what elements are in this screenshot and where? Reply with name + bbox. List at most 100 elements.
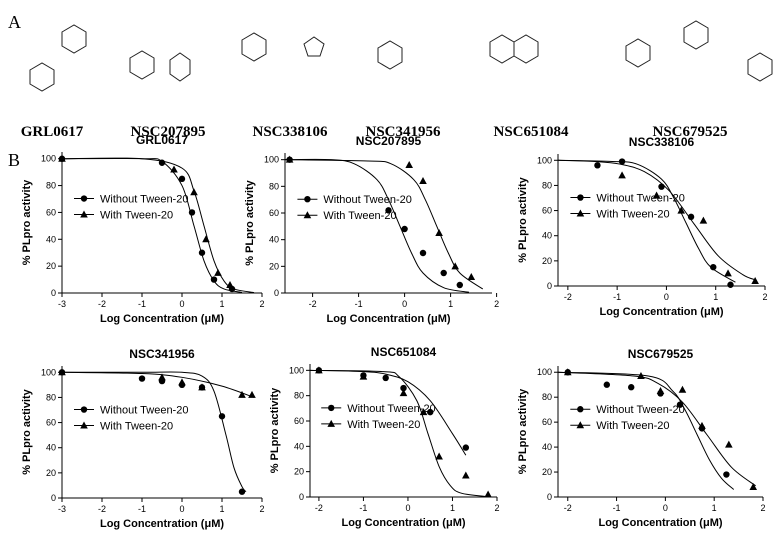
compound-name: NSC338106 — [252, 124, 328, 140]
circle-marker — [618, 158, 626, 165]
circle-marker — [178, 175, 186, 183]
circle-marker — [628, 384, 635, 391]
y-axis-label: % PLpro activity — [517, 176, 529, 262]
x-tick-label: -2 — [315, 503, 323, 513]
chart-title: NSC338106 — [629, 135, 695, 149]
y-tick-label: 60 — [542, 417, 552, 427]
y-tick-label: 100 — [264, 155, 279, 165]
triangle-marker — [652, 191, 661, 199]
x-tick-label: 2 — [259, 299, 264, 309]
circle-marker — [218, 413, 226, 420]
fit-curve — [557, 159, 736, 283]
x-tick-label: -2 — [309, 299, 317, 309]
x-tick-label: 0 — [179, 299, 184, 309]
structures — [29, 20, 773, 92]
x-tick-label: -1 — [613, 503, 621, 513]
legend-label: With Tween-20 — [596, 209, 669, 221]
chart-title: NSC679525 — [628, 347, 694, 361]
y-tick-label: 80 — [542, 392, 552, 402]
x-tick-label: 2 — [762, 292, 767, 302]
chart-title: GRL0617 — [136, 133, 188, 147]
circle-marker — [723, 471, 730, 478]
circle-marker — [198, 249, 206, 256]
chart-title: NSC207895 — [356, 134, 422, 148]
fit-curve — [557, 371, 735, 490]
triangle-marker — [399, 389, 408, 397]
circle-marker — [138, 375, 146, 382]
triangle-marker — [749, 483, 758, 491]
fit-curve — [309, 369, 489, 498]
triangle-marker — [451, 262, 459, 270]
y-tick-label: 100 — [289, 365, 304, 375]
ring — [625, 38, 651, 68]
chart: NSC651084 0 20 40 60 80 100 -2 -1 0 1 2 Log Concentr… — [269, 345, 500, 529]
y-tick-label: 40 — [294, 441, 304, 451]
triangle-marker — [467, 273, 476, 280]
circle-marker — [419, 249, 427, 257]
y-tick-label: 80 — [46, 392, 56, 402]
triangle-marker — [419, 177, 427, 184]
y-tick-label: 100 — [41, 367, 56, 377]
x-tick-label: -1 — [613, 292, 621, 302]
x-tick-label: -1 — [359, 503, 367, 513]
y-tick-label: 20 — [294, 467, 304, 477]
triangle-marker — [226, 280, 234, 288]
triangle-marker — [698, 421, 706, 429]
y-tick-label: 60 — [269, 208, 279, 218]
circle-marker — [400, 384, 407, 392]
y-tick-label: 40 — [46, 234, 56, 244]
circle-marker — [427, 408, 434, 416]
y-tick-label: 80 — [46, 181, 56, 191]
x-tick-label: -3 — [58, 299, 66, 309]
triangle-marker — [158, 373, 166, 381]
triangle-marker — [405, 161, 413, 168]
x-tick-label: 1 — [448, 299, 453, 309]
triangle-marker — [419, 408, 428, 416]
y-tick-label: 0 — [299, 492, 304, 502]
legend-marker — [328, 404, 335, 412]
compound-name: NSC341956 — [365, 124, 441, 140]
triangle-marker — [656, 386, 665, 394]
y-tick-label: 60 — [542, 206, 552, 216]
legend-label: Without Tween-20 — [347, 403, 435, 415]
circle-marker — [440, 269, 447, 277]
y-axis-label: % PLpro activity — [269, 387, 281, 473]
circle-marker — [188, 209, 196, 216]
legend-marker — [577, 194, 584, 201]
legend-marker — [576, 421, 585, 429]
x-tick-label: 0 — [405, 503, 410, 513]
y-tick-label: 100 — [537, 367, 552, 377]
legend-marker — [327, 419, 336, 427]
chart-title: NSC341956 — [129, 347, 195, 361]
circle-marker — [603, 381, 611, 388]
chart: NSC679525 0 20 40 60 80 100 -2 -1 0 1 2 Log Concentr… — [517, 347, 766, 529]
x-tick-label: 2 — [494, 503, 499, 513]
y-tick-label: 20 — [46, 261, 56, 271]
ring — [747, 52, 773, 82]
triangle-marker — [238, 390, 246, 398]
circle-marker — [727, 281, 734, 288]
legend-label: Without Tween-20 — [100, 405, 188, 417]
triangle-marker — [724, 269, 732, 277]
y-tick-label: 80 — [269, 181, 279, 191]
triangle-marker — [178, 378, 186, 386]
legend-label: Without Tween-20 — [100, 194, 188, 206]
legend-marker — [576, 209, 585, 217]
legend-marker — [577, 406, 584, 413]
chart: NSC341956 0 20 40 60 80 100 -3 -2 -1 0 1 2 Log Concen… — [21, 347, 265, 530]
triangle-marker — [190, 188, 198, 196]
ring — [129, 50, 155, 80]
y-tick-label: 40 — [46, 443, 56, 453]
y-tick-label: 40 — [542, 231, 552, 241]
fit-curve — [557, 159, 756, 281]
triangle-marker — [677, 206, 686, 214]
circle-marker — [687, 213, 695, 221]
y-axis-label: % PLpro activity — [21, 179, 33, 265]
legend-marker — [80, 406, 88, 413]
x-tick-label: 1 — [712, 503, 717, 513]
y-tick-label: 20 — [542, 256, 552, 266]
y-tick-label: 60 — [46, 207, 56, 217]
triangle-marker — [248, 390, 256, 398]
legend-label: Without Tween-20 — [323, 194, 411, 206]
chart-title: NSC651084 — [371, 345, 437, 359]
